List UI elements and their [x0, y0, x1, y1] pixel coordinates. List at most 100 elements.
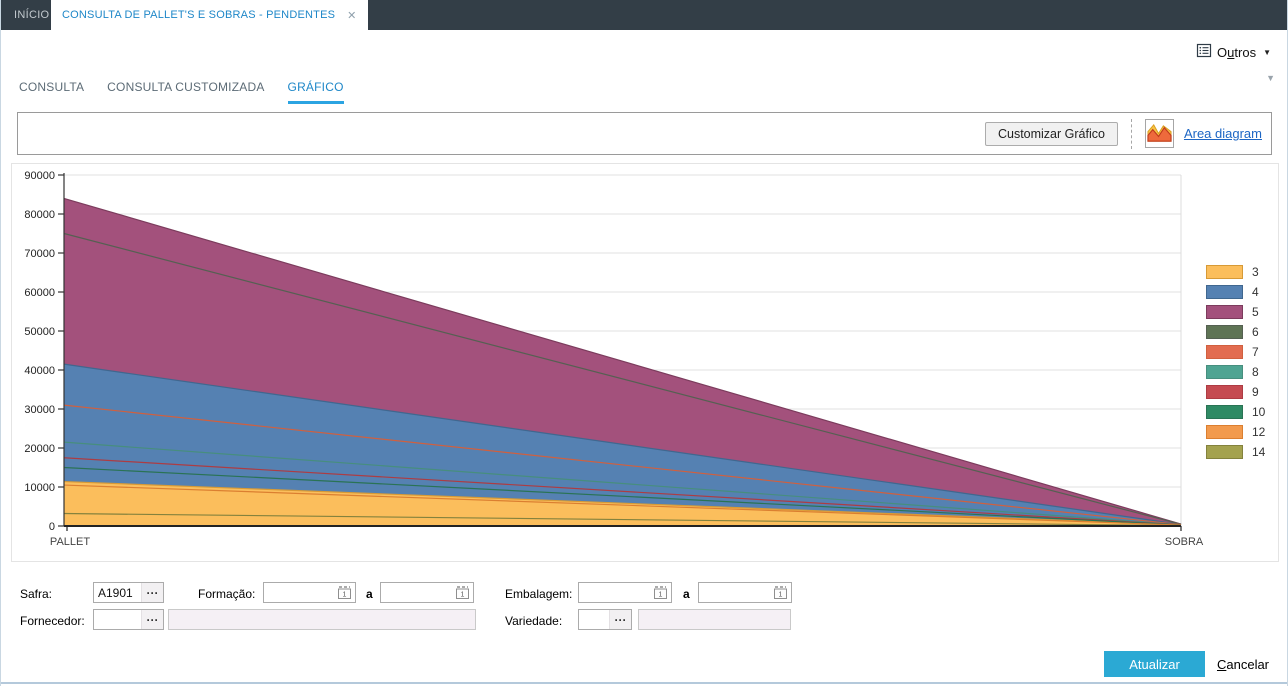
- safra-input[interactable]: [94, 583, 141, 602]
- legend-label: 14: [1252, 445, 1266, 459]
- formacao-from-field: 1: [263, 582, 356, 603]
- legend-swatch: [1206, 285, 1243, 299]
- fornecedor-lookup-button[interactable]: ···: [141, 610, 163, 629]
- outros-label: Outros: [1217, 44, 1257, 60]
- chart-panel: 0 10000 20000 30000 40000 50000 60000 70000 8000…: [11, 163, 1279, 562]
- variedade-label: Variedade:: [505, 614, 563, 628]
- embalagem-label: Embalagem:: [505, 587, 573, 601]
- legend-item-9: 9: [1206, 382, 1265, 402]
- legend-swatch: [1206, 365, 1243, 379]
- legend-item-12: 12: [1206, 422, 1265, 442]
- fornecedor-input[interactable]: [94, 610, 141, 629]
- svg-text:70000: 70000: [24, 248, 55, 260]
- calendar-icon[interactable]: 1: [769, 583, 791, 602]
- embalagem-to-field: 1: [698, 582, 792, 603]
- legend-label: 9: [1252, 385, 1259, 399]
- window-tab-consulta-pallets[interactable]: CONSULTA DE PALLET'S E SOBRAS - PENDENTE…: [51, 0, 368, 30]
- svg-text:10000: 10000: [24, 482, 55, 494]
- svg-text:SOBRA: SOBRA: [1165, 536, 1204, 548]
- fornecedor-description-field: [168, 609, 476, 630]
- svg-text:50000: 50000: [24, 326, 55, 338]
- window-tab-consulta-label: CONSULTA DE PALLET'S E SOBRAS - PENDENTE…: [62, 9, 336, 21]
- safra-label: Safra:: [20, 587, 53, 601]
- variedade-field: ···: [578, 609, 632, 630]
- update-button[interactable]: Atualizar: [1104, 651, 1205, 677]
- legend-swatch: [1206, 445, 1243, 459]
- legend-item-3: 3: [1206, 262, 1265, 282]
- legend-item-10: 10: [1206, 402, 1265, 422]
- legend-label: 10: [1252, 405, 1266, 419]
- diagram-type-link[interactable]: Area diagram: [1183, 126, 1262, 141]
- calendar-icon[interactable]: 1: [333, 583, 355, 602]
- variedade-input[interactable]: [579, 610, 609, 629]
- window-bottom-edge: [1, 682, 1287, 684]
- legend-swatch: [1206, 425, 1243, 439]
- embalagem-range-separator: a: [683, 587, 690, 601]
- svg-text:0: 0: [49, 521, 55, 533]
- formacao-to-field: 1: [380, 582, 474, 603]
- calendar-icon[interactable]: 1: [451, 583, 473, 602]
- svg-text:90000: 90000: [24, 170, 55, 182]
- svg-text:80000: 80000: [24, 209, 55, 221]
- tab-consulta-customizada[interactable]: CONSULTA CUSTOMIZADA: [107, 80, 265, 94]
- outros-menu-button[interactable]: Outros ▼: [1196, 43, 1271, 61]
- window-tab-bar: INÍCIO CONSULTA DE PALLET'S E SOBRAS - P…: [1, 0, 1287, 30]
- area-diagram-icon[interactable]: [1144, 119, 1174, 148]
- safra-lookup-button[interactable]: ···: [141, 583, 163, 602]
- legend-label: 12: [1252, 425, 1266, 439]
- legend-item-7: 7: [1206, 342, 1265, 362]
- embalagem-from-field: 1: [578, 582, 672, 603]
- svg-text:1: 1: [342, 592, 346, 599]
- view-tabstrip: CONSULTA CONSULTA CUSTOMIZADA GRÁFICO: [19, 80, 344, 104]
- close-icon[interactable]: ✕: [347, 9, 357, 22]
- variedade-lookup-button[interactable]: ···: [609, 610, 631, 629]
- variedade-description-field: [638, 609, 791, 630]
- window-tab-inicio-label: INÍCIO: [14, 9, 50, 21]
- legend-item-6: 6: [1206, 322, 1265, 342]
- legend-label: 6: [1252, 325, 1259, 339]
- tab-consulta[interactable]: CONSULTA: [19, 80, 85, 94]
- svg-text:60000: 60000: [24, 287, 55, 299]
- svg-text:30000: 30000: [24, 404, 55, 416]
- legend-swatch: [1206, 345, 1243, 359]
- embalagem-to-input[interactable]: [699, 583, 769, 602]
- ellipsis-icon: ···: [146, 612, 159, 627]
- formacao-label: Formação:: [198, 587, 256, 601]
- formacao-to-input[interactable]: [381, 583, 451, 602]
- cancel-button[interactable]: Cancelar: [1207, 651, 1279, 677]
- legend-label: 8: [1252, 365, 1259, 379]
- tab-grafico[interactable]: GRÁFICO: [287, 80, 344, 104]
- legend-swatch: [1206, 385, 1243, 399]
- legend-label: 4: [1252, 285, 1259, 299]
- svg-text:PALLET: PALLET: [50, 536, 90, 548]
- svg-text:20000: 20000: [24, 443, 55, 455]
- customize-chart-button[interactable]: Customizar Gráfico: [984, 121, 1118, 146]
- formacao-from-input[interactable]: [264, 583, 333, 602]
- legend-label: 7: [1252, 345, 1259, 359]
- fornecedor-label: Fornecedor:: [20, 614, 85, 628]
- calendar-icon[interactable]: 1: [649, 583, 671, 602]
- list-icon: [1196, 43, 1212, 61]
- legend-swatch: [1206, 325, 1243, 339]
- fornecedor-field: ···: [93, 609, 164, 630]
- area-chart: 0 10000 20000 30000 40000 50000 60000 70000 8000…: [24, 170, 1204, 548]
- legend-item-8: 8: [1206, 362, 1265, 382]
- chart-legend: 3 4 5 6 7 8 9 10 12 14: [1206, 262, 1265, 462]
- chevron-down-icon: ▼: [1263, 47, 1271, 57]
- window-tab-inicio[interactable]: INÍCIO: [1, 0, 62, 30]
- ellipsis-icon: ···: [146, 585, 159, 600]
- svg-text:1: 1: [778, 592, 782, 599]
- formacao-range-separator: a: [366, 587, 373, 601]
- legend-swatch: [1206, 405, 1243, 419]
- embalagem-from-input[interactable]: [579, 583, 649, 602]
- collapse-chevron-icon[interactable]: ▼: [1266, 73, 1275, 83]
- legend-label: 3: [1252, 265, 1259, 279]
- safra-field: ···: [93, 582, 164, 603]
- legend-label: 5: [1252, 305, 1259, 319]
- legend-item-14: 14: [1206, 442, 1265, 462]
- legend-swatch: [1206, 305, 1243, 319]
- legend-item-4: 4: [1206, 282, 1265, 302]
- svg-text:1: 1: [658, 592, 662, 599]
- legend-swatch: [1206, 265, 1243, 279]
